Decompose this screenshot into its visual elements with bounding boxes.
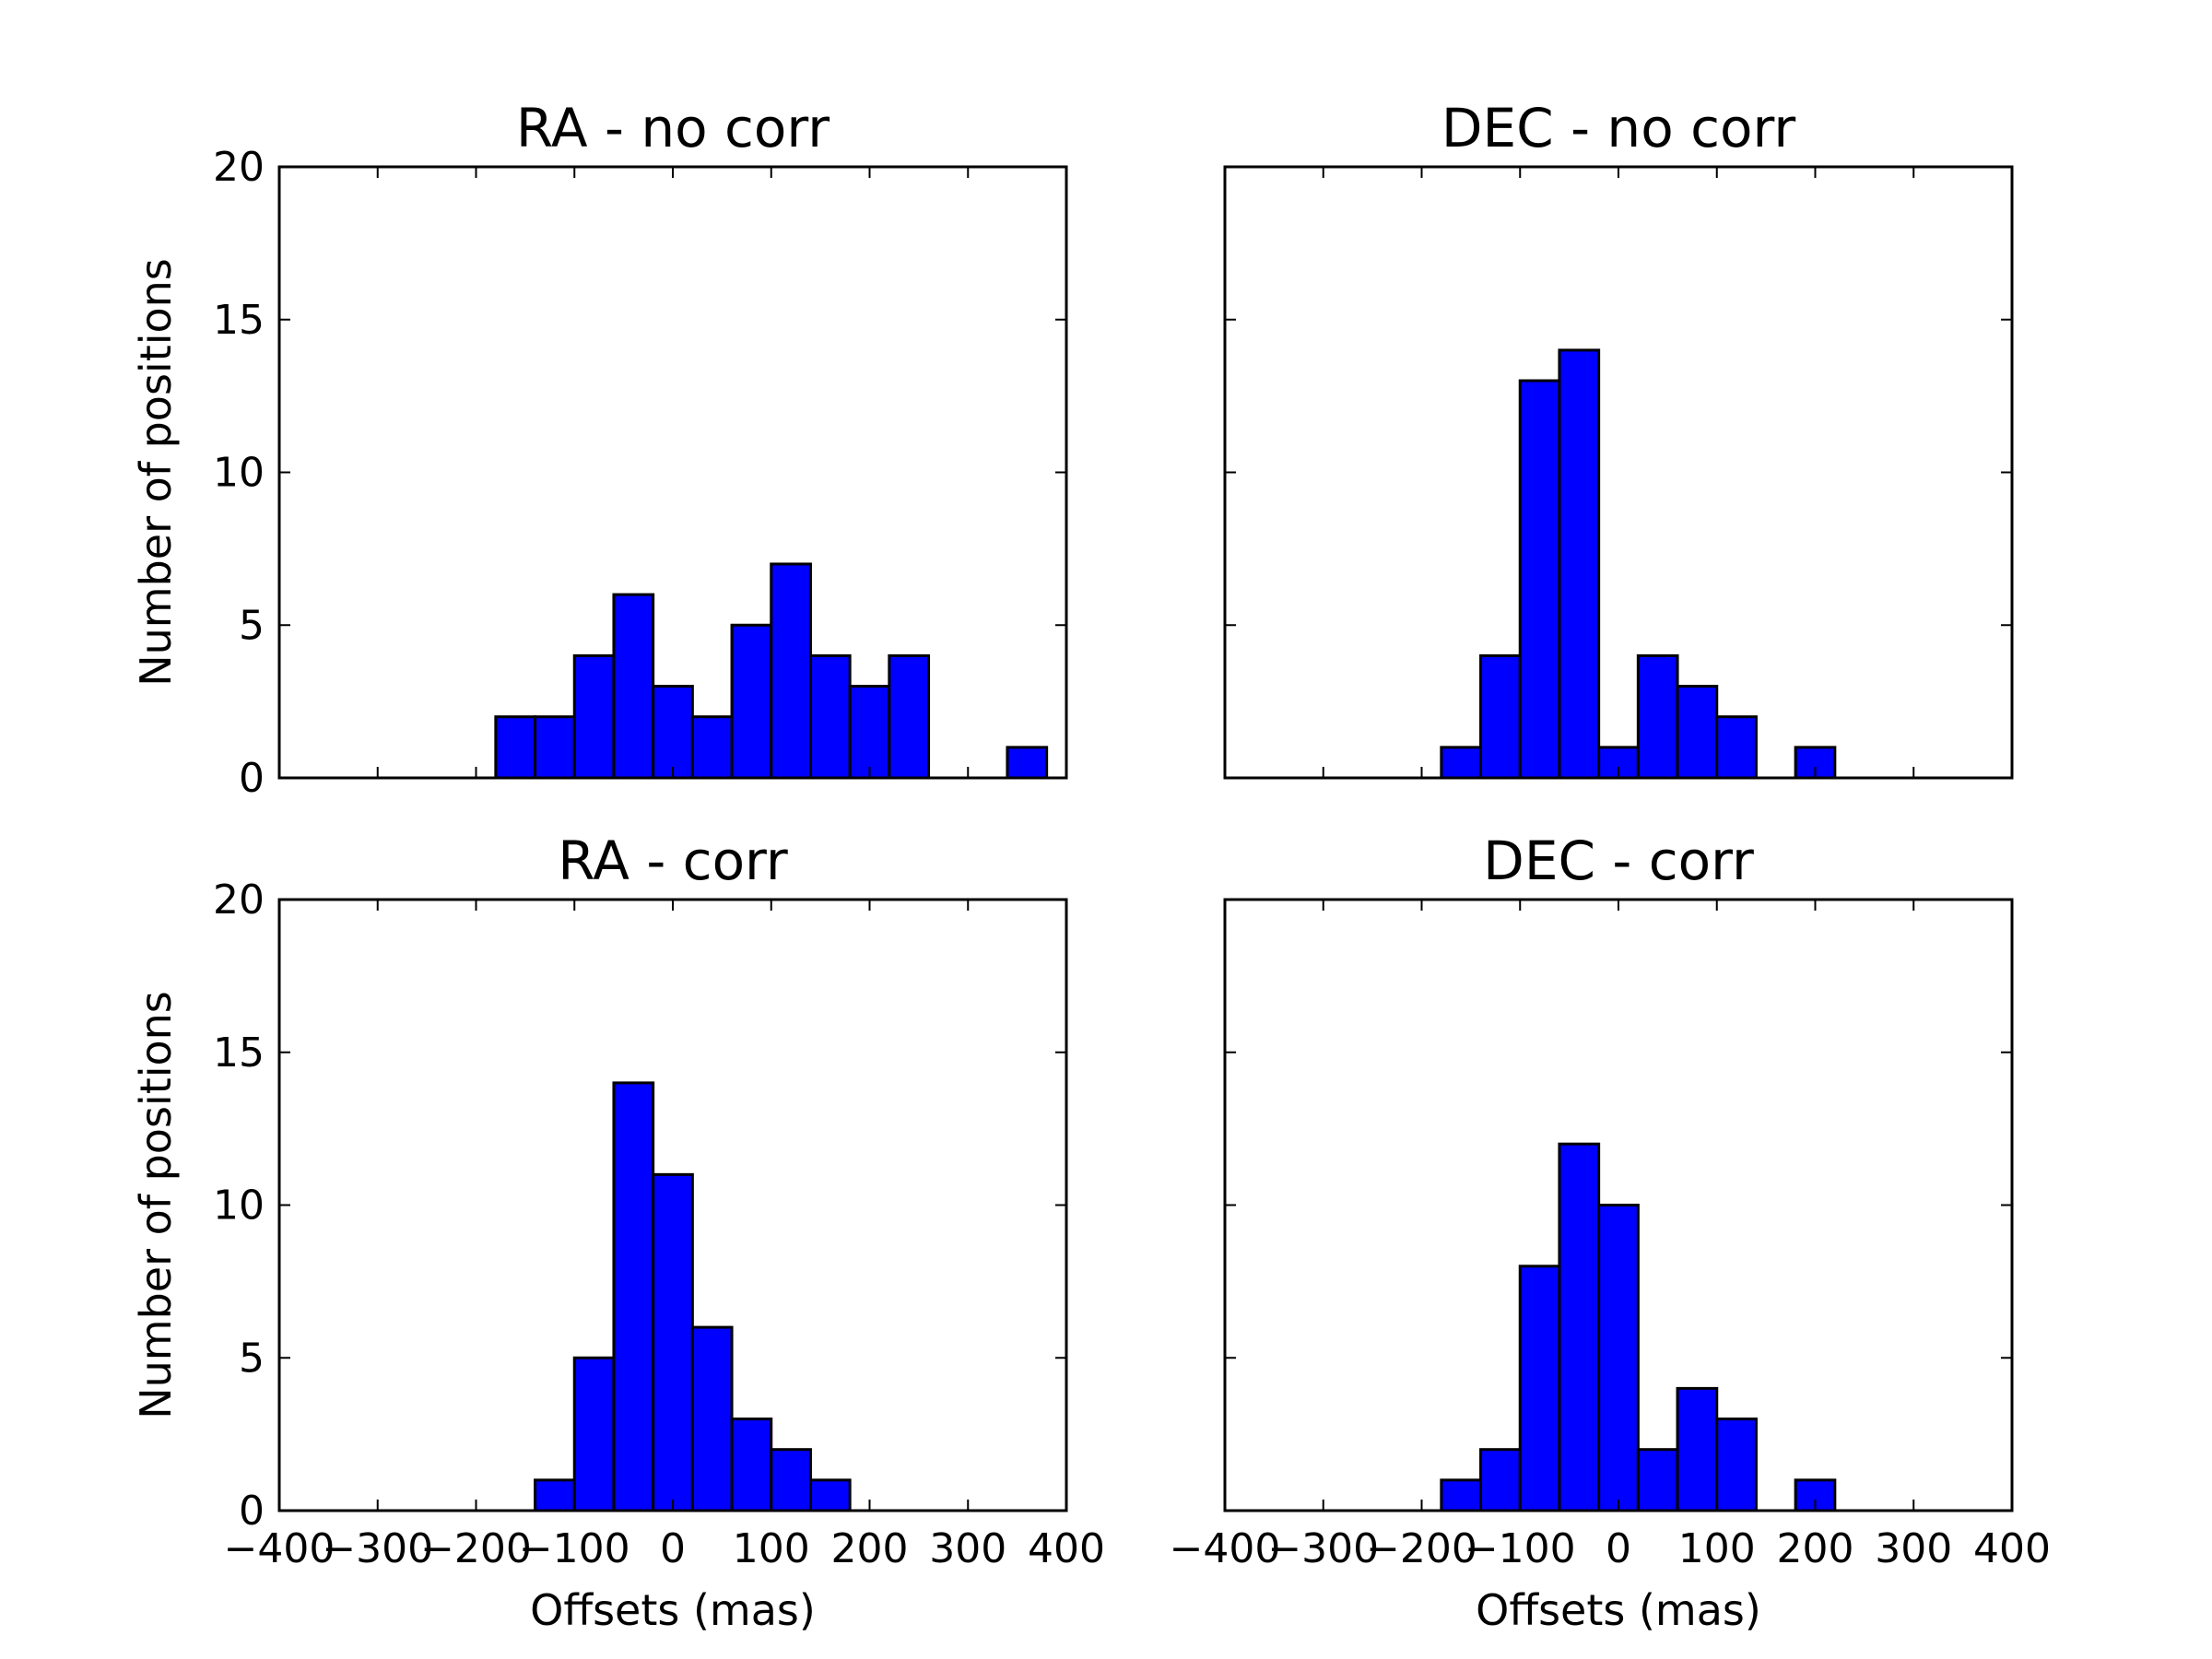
x-tick-label: 200 bbox=[831, 1525, 909, 1572]
histogram-bar bbox=[888, 653, 931, 780]
x-tick-label: −300 bbox=[322, 1525, 433, 1572]
histogram-bar bbox=[690, 715, 734, 780]
y-tick-label: 5 bbox=[239, 602, 265, 649]
histogram-bar bbox=[494, 715, 537, 780]
x-tick-label: 300 bbox=[1875, 1525, 1952, 1572]
histogram-bar bbox=[1636, 653, 1679, 780]
histogram-bar bbox=[612, 593, 655, 780]
panel-title: RA - no corr bbox=[516, 97, 830, 159]
bar-group bbox=[494, 562, 1049, 780]
x-tick-label: −400 bbox=[224, 1525, 335, 1572]
x-tick-label: −400 bbox=[1170, 1525, 1281, 1572]
x-tick-label: −100 bbox=[1465, 1525, 1576, 1572]
panel-title: DEC - corr bbox=[1483, 830, 1754, 892]
y-tick-label: 20 bbox=[213, 877, 265, 924]
y-axis-label: Number of positions bbox=[131, 991, 181, 1419]
y-tick-label: 20 bbox=[213, 144, 265, 191]
histogram-bar bbox=[572, 653, 616, 780]
histogram-bar bbox=[534, 1478, 576, 1512]
bar-group bbox=[1440, 348, 1837, 780]
x-tick-label: 100 bbox=[1678, 1525, 1756, 1572]
histogram-bar bbox=[652, 685, 694, 780]
tick-group: 0 5 10 15 20 bbox=[213, 144, 1067, 802]
x-tick-label: 400 bbox=[1973, 1525, 2051, 1572]
panel-ra-no-corr: RA - no corr 0 5 10 15 20 Number of position… bbox=[131, 97, 1068, 802]
y-tick-label: 10 bbox=[213, 450, 265, 497]
histogram-bar bbox=[1558, 348, 1601, 780]
histogram-bar bbox=[1676, 685, 1719, 780]
histogram-bar bbox=[1440, 746, 1483, 780]
histogram-bar bbox=[770, 562, 812, 780]
bar-group bbox=[534, 1081, 852, 1512]
y-axis-label: Number of positions bbox=[131, 258, 181, 687]
panel-ra-corr: RA - corr −400−300−200−100 0 100 200 300 400 0… bbox=[131, 830, 1105, 1635]
tick-group: −400−300−200−100 0 100 200 300 400 0 5 10 15 20 bbox=[213, 877, 1105, 1572]
histogram-bar bbox=[1006, 746, 1049, 780]
histogram-bar bbox=[730, 1418, 773, 1512]
panel-title: RA - corr bbox=[558, 830, 788, 892]
histogram-bar bbox=[1636, 1448, 1679, 1512]
panel-dec-no-corr: DEC - no corr bbox=[1223, 97, 2014, 780]
x-tick-label: −100 bbox=[519, 1525, 630, 1572]
histogram-bar bbox=[1440, 1478, 1483, 1512]
histogram-bar bbox=[1558, 1142, 1601, 1512]
histogram-bar bbox=[1479, 1448, 1522, 1512]
histogram-bar bbox=[652, 1172, 694, 1512]
histogram-bar bbox=[572, 1356, 616, 1512]
x-tick-label: 0 bbox=[660, 1525, 686, 1572]
histogram-bar bbox=[808, 1478, 852, 1512]
histogram-bar bbox=[770, 1448, 812, 1512]
x-tick-label: 0 bbox=[1606, 1525, 1631, 1572]
tick-group bbox=[1224, 166, 2013, 779]
x-tick-label: −200 bbox=[1366, 1525, 1477, 1572]
histogram-bar bbox=[808, 653, 852, 780]
x-tick-label: 100 bbox=[733, 1525, 810, 1572]
y-tick-label: 15 bbox=[213, 1030, 265, 1077]
histogram-bar bbox=[1479, 653, 1522, 780]
histogram-bar bbox=[1715, 1418, 1758, 1512]
panel-title: DEC - no corr bbox=[1441, 97, 1795, 159]
tick-group: −400−300−200−100 0 100 200 300 400 bbox=[1170, 899, 2051, 1572]
x-tick-label: 200 bbox=[1777, 1525, 1854, 1572]
panel-dec-corr: DEC - corr −400−300−200−100 0 100 200 300 400… bbox=[1170, 830, 2051, 1635]
histogram-bar bbox=[1518, 1265, 1561, 1512]
y-tick-label: 10 bbox=[213, 1182, 265, 1230]
histogram-bar bbox=[848, 685, 891, 780]
histogram-bar bbox=[612, 1081, 655, 1512]
histogram-bar bbox=[534, 715, 576, 780]
x-axis-label: Offsets (mas) bbox=[1476, 1585, 1761, 1635]
x-tick-label: −200 bbox=[420, 1525, 532, 1572]
histogram-bar bbox=[730, 623, 773, 780]
x-axis-label: Offsets (mas) bbox=[530, 1585, 816, 1635]
x-tick-label: 400 bbox=[1028, 1525, 1105, 1572]
histogram-bar bbox=[1676, 1386, 1719, 1512]
y-tick-label: 5 bbox=[239, 1335, 265, 1382]
y-tick-label: 15 bbox=[213, 297, 265, 344]
y-tick-label: 0 bbox=[239, 1488, 265, 1535]
histogram-bar bbox=[1597, 1204, 1640, 1512]
histogram-bar bbox=[1518, 379, 1561, 780]
x-tick-label: 300 bbox=[929, 1525, 1006, 1572]
histogram-bar bbox=[690, 1325, 734, 1512]
y-tick-label: 0 bbox=[239, 755, 265, 802]
histogram-bar bbox=[1715, 715, 1758, 780]
x-tick-label: −300 bbox=[1267, 1525, 1379, 1572]
